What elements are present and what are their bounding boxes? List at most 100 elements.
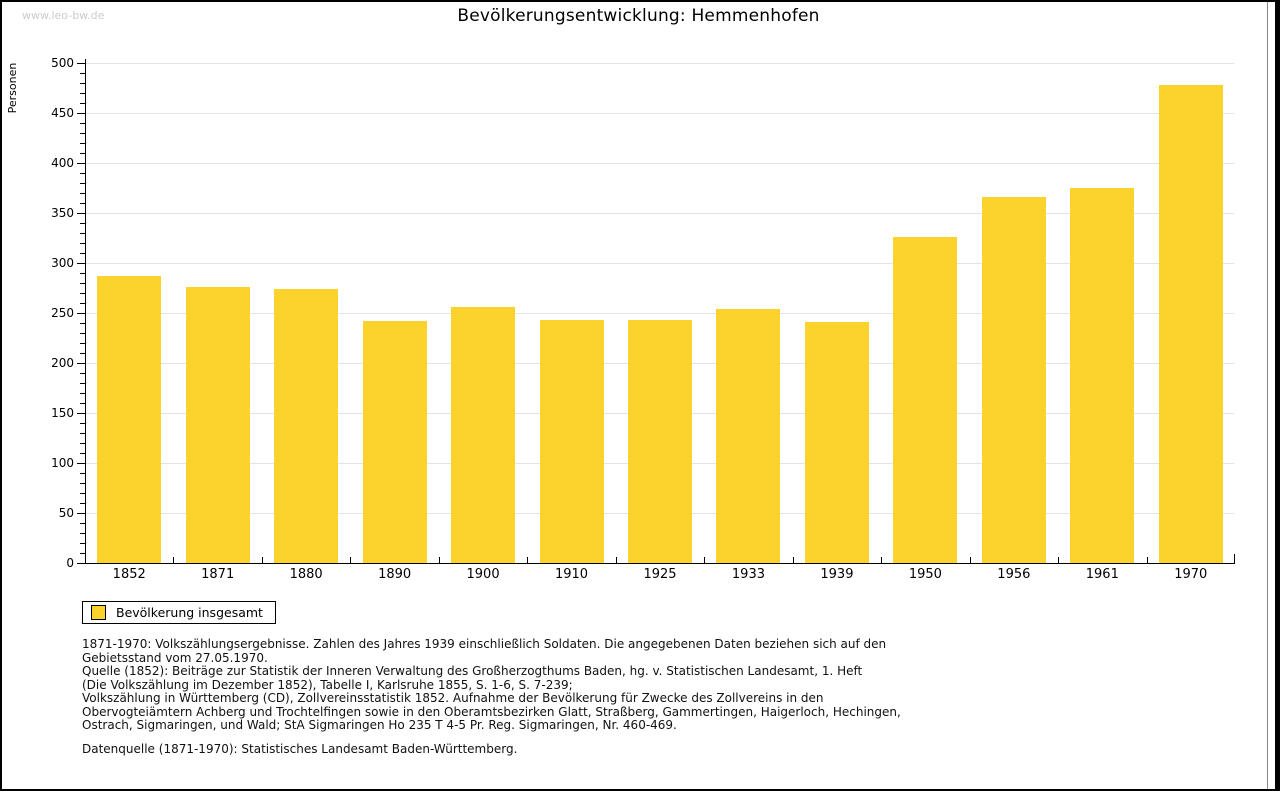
y-minor-tick [80, 233, 85, 234]
y-minor-tick [80, 183, 85, 184]
y-tick-label: 250 [51, 306, 74, 320]
y-tick-label: 0 [66, 556, 74, 570]
y-tick-label: 400 [51, 156, 74, 170]
y-minor-tick [80, 393, 85, 394]
footnote-line: Obervogteiämtern Achberg und Trochtelfin… [82, 704, 901, 719]
legend-label: Bevölkerung insgesamt [116, 605, 263, 620]
footnote-line: 1871-1970: Volkszählungsergebnisse. Zahl… [82, 637, 887, 651]
footnote-line: (Die Volkszählung im Dezember 1852), Tab… [82, 677, 573, 692]
bar-1852 [97, 276, 162, 563]
y-minor-tick [80, 543, 85, 544]
y-minor-tick [80, 343, 85, 344]
y-minor-tick [80, 253, 85, 254]
y-minor-tick [80, 493, 85, 494]
footnotes: 1871-1970: Volkszählungsergebnisse. Zahl… [82, 637, 901, 733]
y-minor-tick [80, 443, 85, 444]
y-tick-label: 50 [58, 506, 74, 520]
y-minor-tick [80, 433, 85, 434]
x-tick-label: 1852 [112, 567, 146, 582]
y-minor-tick [80, 373, 85, 374]
x-tick-label: 1900 [466, 567, 500, 582]
y-minor-tick [80, 133, 85, 134]
y-minor-tick [80, 203, 85, 204]
y-minor-tick [80, 553, 85, 554]
y-minor-tick [80, 523, 85, 524]
y-major-tick [77, 163, 85, 164]
y-minor-tick [80, 333, 85, 334]
y-major-tick [77, 63, 85, 64]
y-minor-tick [80, 533, 85, 534]
x-boundary-tick [1058, 557, 1060, 563]
y-major-tick [77, 413, 85, 414]
y-axis-label: Personen [6, 62, 19, 114]
x-tick-label: 1871 [201, 567, 235, 582]
chart-title: Bevölkerungsentwicklung: Hemmenhofen [457, 6, 820, 26]
x-boundary-tick [173, 557, 175, 563]
y-minor-tick [80, 453, 85, 454]
bar-1933 [716, 309, 781, 563]
y-tick-label: 150 [51, 406, 74, 420]
y-minor-tick [80, 303, 85, 304]
y-major-tick [77, 113, 85, 114]
bar-1900 [451, 307, 516, 563]
y-minor-tick [80, 473, 85, 474]
legend: Bevölkerung insgesamt [82, 601, 276, 624]
x-tick-label: 1925 [643, 567, 677, 582]
bar-1950 [893, 237, 958, 563]
x-boundary-tick [350, 557, 352, 563]
window-edge [1267, 2, 1268, 789]
x-boundary-tick [881, 557, 883, 563]
watermark: www.leo-bw.de [22, 9, 105, 22]
gridline [85, 263, 1234, 264]
bar-1961 [1070, 188, 1135, 563]
y-minor-tick [80, 173, 85, 174]
y-minor-tick [80, 423, 85, 424]
y-minor-tick [80, 383, 85, 384]
x-tick-label: 1910 [554, 567, 589, 582]
x-tick-label: 1950 [908, 567, 942, 582]
bar-1925 [628, 320, 692, 563]
footnote-line: Volkszählung in Württemberg (CD), Zollve… [82, 691, 824, 705]
x-axis-end-tick [1234, 554, 1235, 563]
bar-1910 [539, 320, 604, 563]
x-tick-label: 1939 [820, 567, 854, 582]
x-boundary-tick [615, 557, 617, 563]
y-minor-tick [80, 83, 85, 84]
x-boundary-tick [792, 557, 794, 563]
y-minor-tick [80, 483, 85, 484]
footnote-line: Quelle (1852): Beiträge zur Statistik de… [82, 664, 863, 678]
x-tick-label: 1880 [289, 567, 323, 582]
y-minor-tick [80, 403, 85, 404]
bar-1970 [1158, 85, 1223, 563]
y-minor-tick [80, 103, 85, 104]
y-tick-label: 350 [51, 206, 74, 220]
y-tick-label: 500 [51, 56, 74, 70]
x-tick-label: 1933 [731, 567, 765, 582]
y-minor-tick [80, 323, 85, 324]
x-boundary-tick [704, 557, 706, 563]
bar-1956 [981, 197, 1046, 563]
x-boundary-tick [438, 557, 440, 563]
x-boundary-tick [969, 557, 971, 563]
y-major-tick [77, 213, 85, 214]
y-minor-tick [80, 273, 85, 274]
x-boundary-tick [261, 557, 263, 563]
y-minor-tick [80, 243, 85, 244]
gridline [85, 163, 1234, 164]
y-major-tick [77, 363, 85, 364]
y-major-tick [77, 563, 85, 564]
y-minor-tick [80, 73, 85, 74]
y-minor-tick [80, 153, 85, 154]
gridline [85, 113, 1234, 114]
y-minor-tick [80, 353, 85, 354]
y-major-tick [77, 263, 85, 264]
x-axis [85, 563, 1235, 564]
bar-1871 [185, 287, 250, 563]
gridline [85, 213, 1234, 214]
x-boundary-tick [1146, 557, 1148, 563]
y-major-tick [77, 463, 85, 464]
y-tick-label: 300 [51, 256, 74, 270]
bar-1880 [274, 289, 339, 563]
y-minor-tick [80, 193, 85, 194]
